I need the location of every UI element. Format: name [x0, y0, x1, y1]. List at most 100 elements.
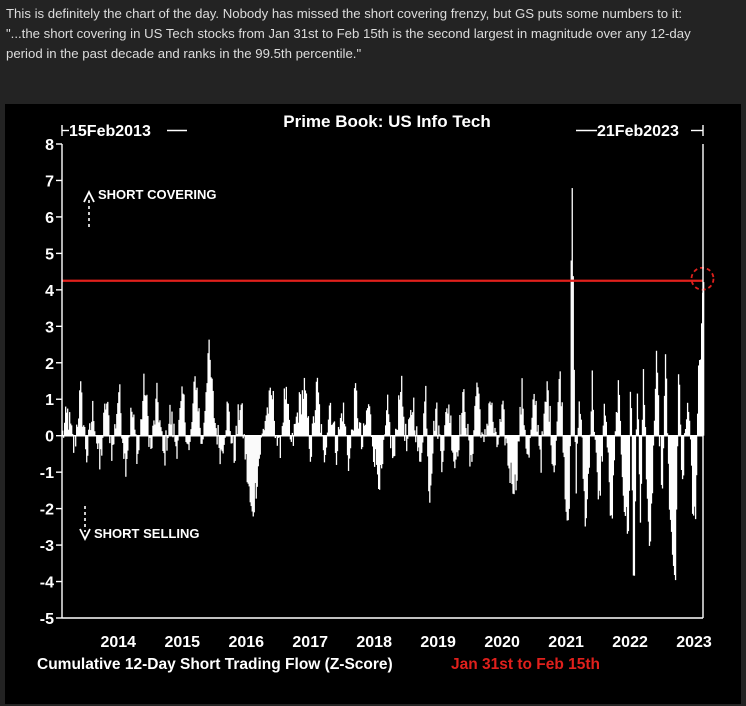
- bar: [447, 413, 449, 436]
- bar: [509, 435, 511, 483]
- bar: [635, 429, 638, 436]
- bar: [456, 435, 458, 453]
- bar: [475, 396, 477, 436]
- bar: [300, 414, 303, 436]
- bar: [153, 420, 155, 436]
- bar: [531, 417, 533, 436]
- bar: [663, 395, 666, 436]
- bar: [569, 435, 571, 447]
- bar: [699, 359, 702, 436]
- bar: [653, 420, 656, 436]
- bar: [562, 435, 564, 453]
- bar: [666, 433, 669, 436]
- axes-group: [56, 143, 704, 619]
- end-marker-label: 21Feb2023: [597, 123, 679, 140]
- bar: [559, 371, 561, 436]
- bar: [675, 435, 678, 510]
- bar: [661, 435, 664, 489]
- bar: [101, 435, 103, 456]
- bar: [91, 421, 93, 436]
- bar: [695, 435, 698, 476]
- bar: [382, 435, 384, 465]
- bar: [565, 435, 567, 512]
- bar: [595, 435, 597, 453]
- bar: [334, 435, 337, 453]
- bar: [194, 376, 196, 436]
- bar: [503, 409, 505, 436]
- bar: [639, 435, 642, 523]
- bar: [417, 435, 419, 452]
- bars-group: [62, 188, 705, 581]
- bar: [593, 431, 595, 436]
- bar: [372, 435, 375, 462]
- bar: [285, 386, 287, 436]
- bar: [548, 421, 550, 436]
- bar: [113, 435, 115, 445]
- bar: [414, 430, 416, 436]
- bar: [132, 417, 134, 436]
- bar: [120, 413, 122, 436]
- bar: [239, 410, 241, 436]
- bar: [347, 435, 350, 472]
- bar: [327, 419, 330, 436]
- bar: [228, 411, 230, 436]
- bar: [625, 435, 628, 507]
- bar: [223, 435, 225, 445]
- bar: [357, 428, 360, 436]
- bar: [463, 389, 465, 436]
- bar: [352, 430, 355, 436]
- bar: [497, 435, 499, 445]
- bar: [374, 435, 377, 450]
- bar: [237, 404, 239, 436]
- bar: [154, 424, 156, 436]
- bar: [537, 424, 539, 436]
- bar: [431, 435, 433, 474]
- bar: [282, 422, 284, 436]
- bar: [296, 412, 299, 436]
- bar: [287, 403, 289, 436]
- bar: [504, 435, 506, 446]
- y-tick-label: 2: [45, 356, 54, 373]
- bar: [137, 435, 139, 454]
- bar: [552, 435, 554, 466]
- bar: [395, 428, 397, 436]
- bar: [687, 411, 690, 436]
- bar: [411, 414, 413, 436]
- bar: [522, 408, 524, 436]
- bar: [213, 418, 215, 436]
- bar: [698, 360, 701, 436]
- bar: [477, 387, 479, 436]
- x-tick-label: 2015: [164, 634, 200, 651]
- bar: [433, 420, 435, 436]
- bar: [362, 423, 365, 436]
- bar: [140, 419, 142, 436]
- bar: [117, 403, 119, 436]
- bar: [658, 435, 661, 447]
- bar: [691, 435, 694, 514]
- bar: [214, 422, 216, 436]
- bar: [342, 402, 345, 436]
- bar: [263, 430, 265, 436]
- y-tick-label: 4: [45, 283, 54, 300]
- bar: [236, 434, 238, 436]
- bar: [133, 414, 135, 436]
- bar: [490, 405, 492, 436]
- bar: [553, 435, 555, 473]
- bar: [402, 406, 404, 436]
- x-tick-label: 2019: [420, 634, 456, 651]
- bar: [405, 423, 407, 436]
- y-tick-label: 5: [45, 246, 54, 263]
- bar: [286, 403, 288, 436]
- bar: [94, 431, 96, 436]
- bar: [551, 435, 553, 465]
- bar: [292, 435, 295, 446]
- bar: [181, 386, 183, 436]
- bar: [521, 378, 523, 436]
- bar: [235, 425, 237, 436]
- bar: [368, 406, 371, 436]
- bar: [205, 392, 207, 436]
- bar: [688, 420, 691, 436]
- bar: [462, 392, 464, 436]
- bar: [184, 422, 186, 436]
- bar: [570, 260, 572, 436]
